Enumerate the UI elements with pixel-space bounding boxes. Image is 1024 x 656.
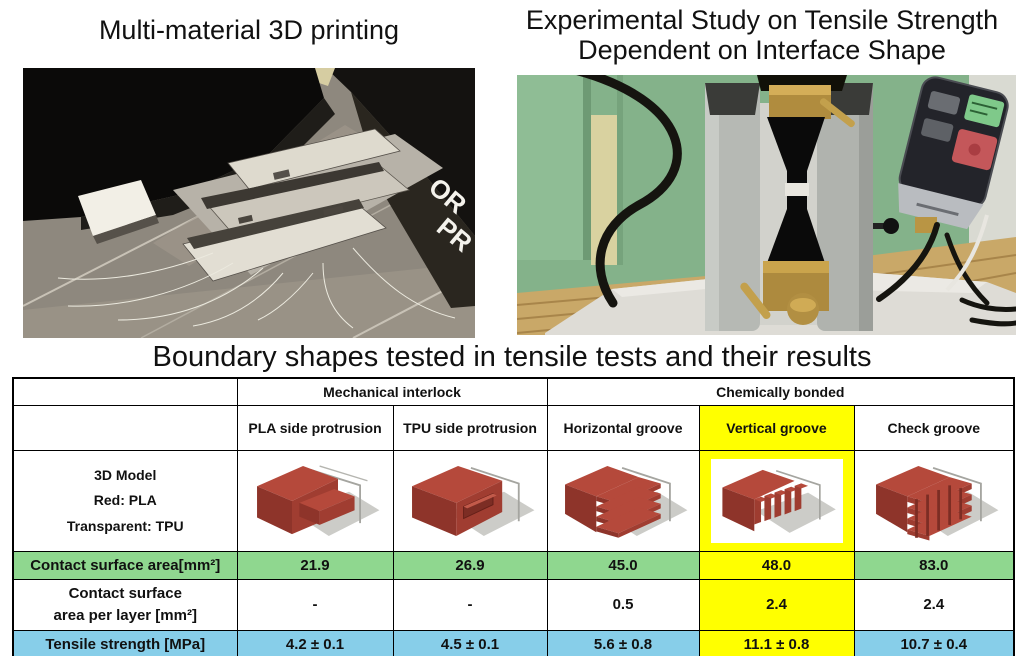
results-table: Mechanical interlock Chemically bonded P… xyxy=(12,377,1016,656)
printer-photo-illustration: by Prusa3D.com OR PR xyxy=(23,68,475,338)
col-header-pla-side-protrusion: PLA side protrusion xyxy=(236,405,394,451)
power-cable xyxy=(576,75,682,308)
contact-area-label: Contact surface area[mm²] xyxy=(12,551,238,580)
tensile-test-illustration xyxy=(517,75,1016,335)
col-header-check-groove: Check groove xyxy=(853,405,1015,451)
left-photo-title: Multi-material 3D printing xyxy=(98,15,400,45)
white-cable xyxy=(945,214,989,292)
tensile-strength-pla: 4.2 ± 0.1 xyxy=(236,630,394,656)
model-label-line2: Red: PLA xyxy=(93,492,157,509)
col-header-tpu-side-protrusion: TPU side protrusion xyxy=(392,405,548,451)
right-title-line2: Dependent on Interface Shape xyxy=(578,35,946,66)
gauge-bracket xyxy=(915,217,937,233)
area-per-layer-vertical: 2.4 xyxy=(698,579,855,631)
model-cell-vertical-groove xyxy=(698,450,855,552)
model-label-line3: Transparent: TPU xyxy=(66,517,184,534)
contact-area-pla: 21.9 xyxy=(236,551,394,580)
model-image-check-groove xyxy=(863,455,1004,547)
col-header-vertical-groove: Vertical groove xyxy=(698,405,855,451)
area-per-layer-horizontal: 0.5 xyxy=(546,579,700,631)
printer-photo: by Prusa3D.com OR PR xyxy=(23,68,475,338)
machine-columns xyxy=(705,83,873,331)
bottom-clamp xyxy=(740,261,829,325)
model-image-vertical-groove xyxy=(710,459,843,543)
force-gauge xyxy=(898,76,1009,230)
model-cell-pla-side-protrusion xyxy=(236,450,394,552)
model-image-pla-side-protrusion xyxy=(245,455,385,547)
top-clamp xyxy=(757,75,855,128)
group-header-mechanical: Mechanical interlock xyxy=(236,377,548,406)
tensile-strength-label: Tensile strength [MPa] xyxy=(12,630,238,656)
tensile-test-photo xyxy=(517,75,1016,335)
model-cell-check-groove xyxy=(853,450,1015,552)
tensile-strength-check: 10.7 ± 0.4 xyxy=(853,630,1015,656)
tensile-strength-vertical: 11.1 ± 0.8 xyxy=(698,630,855,656)
specimen xyxy=(767,117,825,263)
table-title: Boundary shapes tested in tensile tests … xyxy=(152,341,872,373)
contact-area-check: 83.0 xyxy=(853,551,1015,580)
area-per-layer-label-line2: area per layer [mm²] xyxy=(53,607,197,624)
model-image-tpu-side-protrusion xyxy=(400,455,540,547)
specimen-gap xyxy=(785,183,809,196)
model-label-line1: 3D Model xyxy=(94,467,157,484)
area-per-layer-tpu: - xyxy=(392,579,548,631)
tensile-strength-tpu: 4.5 ± 0.1 xyxy=(392,630,548,656)
right-title-line1: Experimental Study on Tensile Strength xyxy=(525,5,999,35)
contact-area-horizontal: 45.0 xyxy=(546,551,700,580)
model-image-horizontal-groove xyxy=(553,455,693,547)
model-row-label: 3D Model Red: PLA Transparent: TPU xyxy=(12,450,238,552)
contact-area-tpu: 26.9 xyxy=(392,551,548,580)
area-per-layer-label-line1: Contact surface xyxy=(68,584,182,602)
area-per-layer-label: Contact surface area per layer [mm²] xyxy=(12,579,238,631)
area-per-layer-check: 2.4 xyxy=(853,579,1015,631)
right-photo-title: Experimental Study on Tensile Strength D… xyxy=(500,5,1024,65)
model-cell-tpu-side-protrusion xyxy=(392,450,548,552)
adjust-knob xyxy=(873,218,899,234)
corner-cell xyxy=(12,377,238,406)
col-header-horizontal-groove: Horizontal groove xyxy=(546,405,700,451)
group-header-chemical: Chemically bonded xyxy=(546,377,1015,406)
area-per-layer-pla: - xyxy=(236,579,394,631)
corner-cell-2 xyxy=(12,405,238,451)
tensile-strength-horizontal: 5.6 ± 0.8 xyxy=(546,630,700,656)
contact-area-vertical: 48.0 xyxy=(698,551,855,580)
model-cell-horizontal-groove xyxy=(546,450,700,552)
filament-strings xyxy=(57,247,456,329)
gauge-cables xyxy=(876,222,1016,327)
